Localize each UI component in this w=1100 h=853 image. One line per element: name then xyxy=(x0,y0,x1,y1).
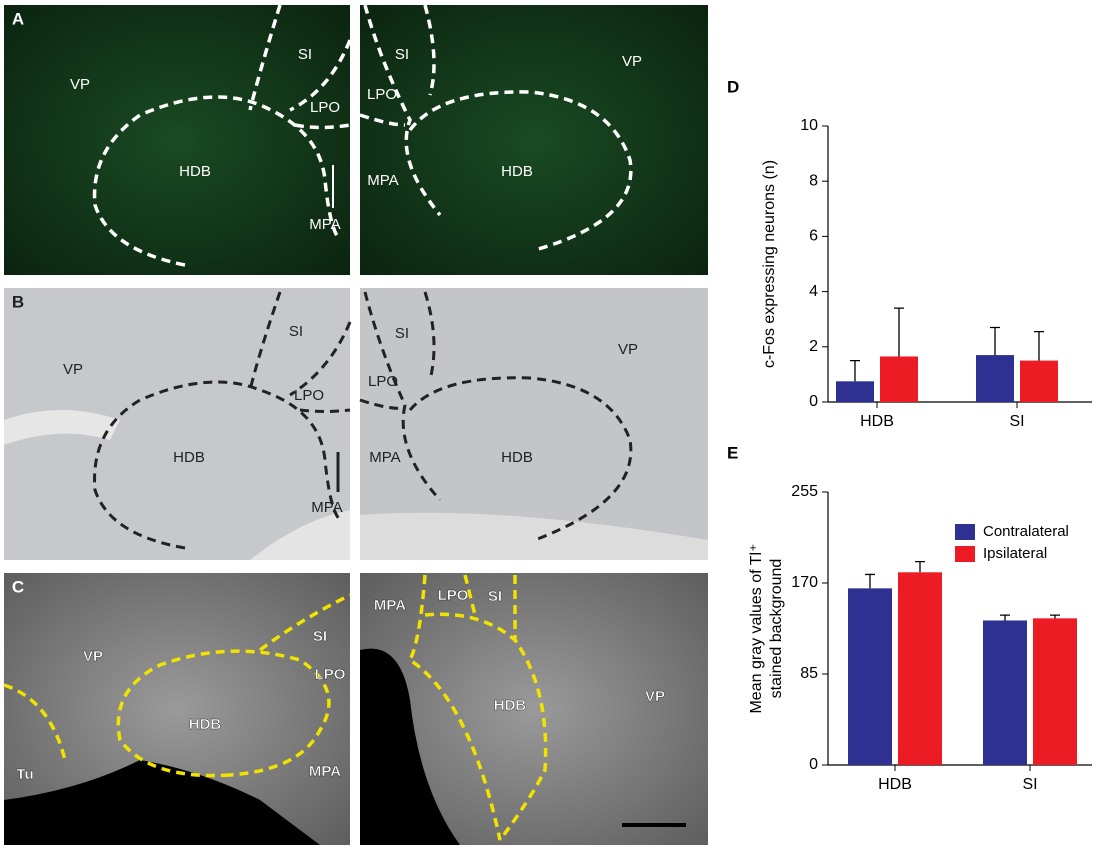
region-label: SI xyxy=(395,46,409,63)
error-bar xyxy=(915,560,925,573)
y-tick-label: 85 xyxy=(800,665,818,682)
y-tick-label: 0 xyxy=(809,393,818,410)
outline-c xyxy=(3,574,548,842)
y-tick-label: 10 xyxy=(800,117,818,134)
bar xyxy=(880,356,918,402)
error-bar xyxy=(1000,614,1010,621)
y-axis-label: c-Fos expressing neurons (n) xyxy=(761,160,778,368)
region-label: MPA xyxy=(309,763,341,780)
error-bar xyxy=(850,359,860,382)
x-tick-label: SI xyxy=(1009,413,1024,430)
error-bar xyxy=(894,307,904,357)
panel-letter: D xyxy=(727,77,739,96)
image-a-left xyxy=(4,5,350,275)
panel-letter: A xyxy=(12,9,24,28)
region-label: HDB xyxy=(501,449,533,466)
error-bar xyxy=(865,573,875,589)
region-label: LPO xyxy=(294,387,324,404)
region-label: HDB xyxy=(173,449,205,466)
bar xyxy=(836,381,874,402)
region-label: HDB xyxy=(179,163,211,180)
bar xyxy=(983,620,1027,765)
bar xyxy=(976,355,1014,402)
region-label: LPO xyxy=(315,666,346,683)
region-label: MPA xyxy=(311,499,342,516)
y-axis-label: Mean gray values of Tl⁺ xyxy=(748,543,765,713)
error-bar xyxy=(990,326,1000,356)
x-tick-label: HDB xyxy=(860,413,894,430)
region-label: MPA xyxy=(369,449,400,466)
region-label: HDB xyxy=(494,697,527,714)
panel-letter: C xyxy=(12,577,24,596)
legend-swatch xyxy=(955,546,975,562)
region-label: SI xyxy=(395,325,409,342)
y-tick-label: 4 xyxy=(809,283,818,300)
panel-letter: E xyxy=(727,443,738,462)
y-tick-label: 170 xyxy=(791,574,818,591)
legend-label: Ipsilateral xyxy=(983,545,1047,562)
tissue-edge xyxy=(250,510,350,560)
region-label: SI xyxy=(298,46,312,63)
bar xyxy=(848,588,892,765)
region-label: VP xyxy=(63,361,83,378)
y-tick-label: 0 xyxy=(809,756,818,773)
region-label: VP xyxy=(622,53,642,70)
tissue-edge xyxy=(360,512,708,560)
error-bar xyxy=(1034,330,1044,361)
micrographs xyxy=(3,4,708,845)
region-label: Tu xyxy=(16,766,33,783)
region-label: LPO xyxy=(368,373,398,390)
x-tick-label: HDB xyxy=(878,776,912,793)
panel-letter: B xyxy=(12,292,24,311)
outline-b xyxy=(93,291,633,550)
region-label: LPO xyxy=(438,587,469,604)
bar xyxy=(898,572,942,765)
region-label: MPA xyxy=(367,172,398,189)
outline-a xyxy=(92,4,633,267)
region-label: LPO xyxy=(367,86,397,103)
region-label: VP xyxy=(83,648,103,665)
tissue-edge xyxy=(4,410,120,445)
region-label: VP xyxy=(618,341,638,358)
region-label: LPO xyxy=(310,99,340,116)
y-tick-label: 2 xyxy=(809,338,818,355)
region-label: SI xyxy=(313,628,327,645)
region-label: HDB xyxy=(189,716,222,733)
region-label: SI xyxy=(289,323,303,340)
ventricle xyxy=(4,760,320,845)
image-a-right xyxy=(360,5,708,275)
region-label: VP xyxy=(70,76,90,93)
legend-label: Contralateral xyxy=(983,523,1069,540)
region-label: HDB xyxy=(501,163,533,180)
region-label: MPA xyxy=(374,597,406,614)
region-label: SI xyxy=(488,588,502,605)
bar xyxy=(1033,618,1077,765)
region-label: VP xyxy=(645,688,665,705)
y-tick-label: 8 xyxy=(809,172,818,189)
region-label: MPA xyxy=(309,216,340,233)
x-tick-label: SI xyxy=(1022,776,1037,793)
ventricle xyxy=(360,648,460,845)
y-tick-label: 6 xyxy=(809,228,818,245)
y-axis-label: stained background xyxy=(768,559,785,699)
bar xyxy=(1020,360,1058,402)
legend-swatch xyxy=(955,524,975,540)
error-bar xyxy=(1050,614,1060,619)
y-tick-label: 255 xyxy=(791,483,818,500)
